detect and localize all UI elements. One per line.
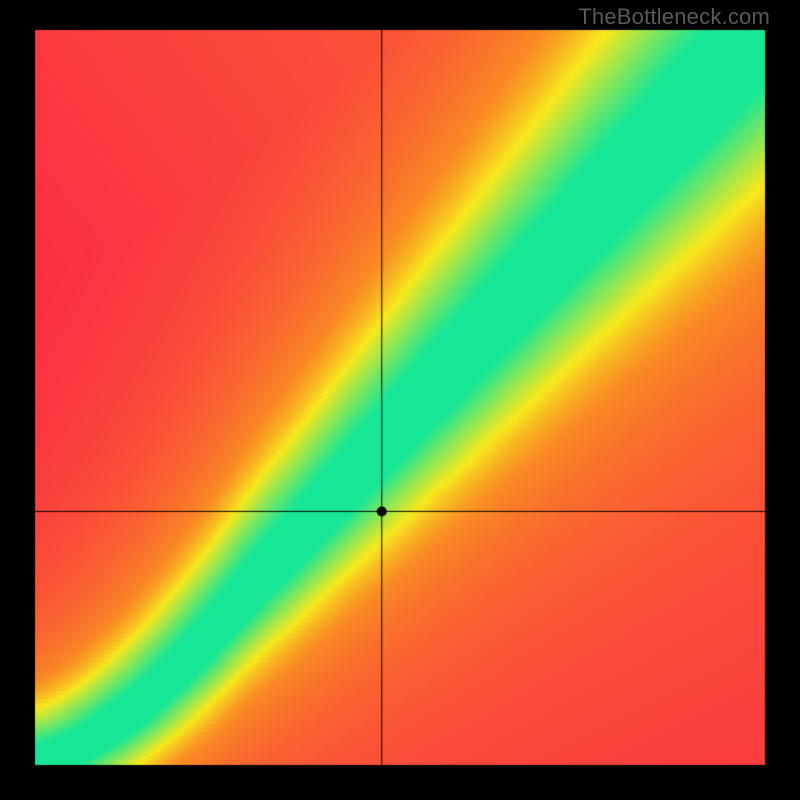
heatmap-canvas: [0, 0, 800, 800]
chart-container: TheBottleneck.com: [0, 0, 800, 800]
watermark-label: TheBottleneck.com: [578, 4, 770, 30]
